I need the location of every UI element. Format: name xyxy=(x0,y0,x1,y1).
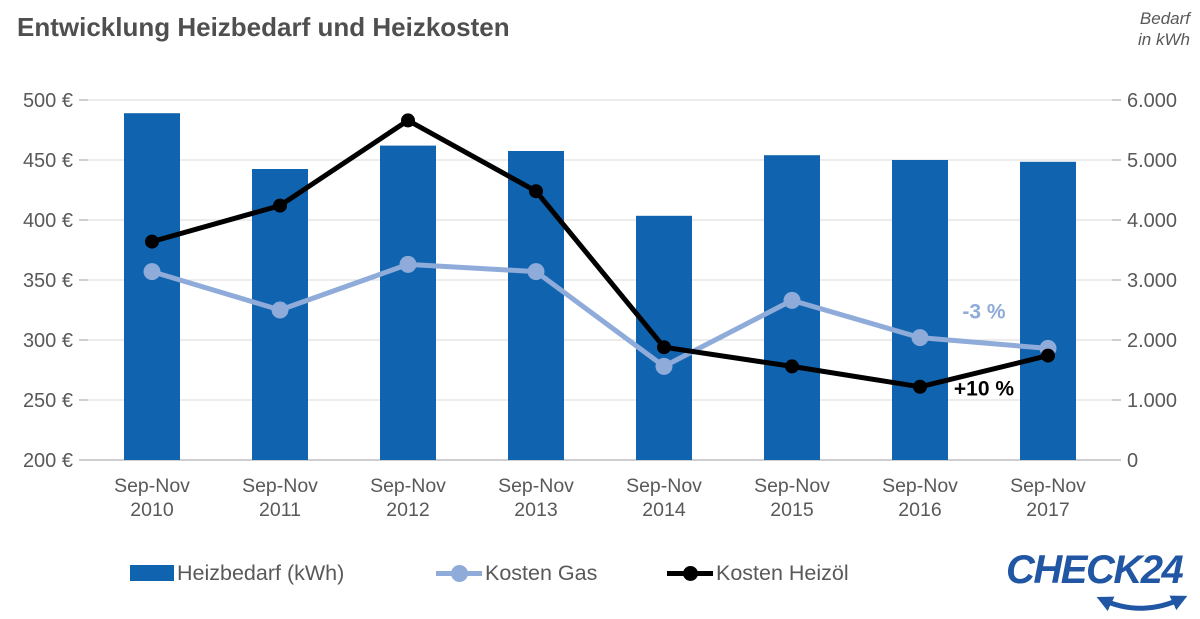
gas-point xyxy=(399,255,417,273)
legend-item-heizoel: Kosten Heizöl xyxy=(667,560,849,586)
gas-point xyxy=(143,263,161,281)
oil-point xyxy=(401,113,415,128)
annotation-label: +10 % xyxy=(954,378,1014,401)
y-right-tick-label: 5.000 xyxy=(1127,150,1177,172)
legend-label-heizoel: Kosten Heizöl xyxy=(716,560,849,585)
y-right-tick-label: 2.000 xyxy=(1127,330,1177,352)
oil-point xyxy=(145,234,159,249)
oil-point xyxy=(657,340,671,355)
gas-line xyxy=(149,261,1051,369)
legend-label-heizbedarf: Heizbedarf (kWh) xyxy=(177,560,345,585)
legend-label-gas: Kosten Gas xyxy=(485,560,598,585)
gas-line-marker-icon xyxy=(436,563,482,583)
gas-line-dot xyxy=(450,564,468,582)
check24-logo-text: CHECK24 xyxy=(1006,548,1184,592)
oil-point xyxy=(1041,348,1055,363)
gas-point xyxy=(655,357,673,375)
heizbedarf-bar xyxy=(636,215,692,460)
oil-line-marker-icon xyxy=(667,563,713,583)
x-tick-label: Sep-Nov 2012 xyxy=(370,475,446,521)
annotation-label: -3 % xyxy=(962,301,1006,324)
y-left-tick-label: 450 € xyxy=(23,150,73,172)
x-tick-label: Sep-Nov 2017 xyxy=(1010,475,1086,521)
oil-point xyxy=(273,198,287,213)
x-tick-label: Sep-Nov 2013 xyxy=(498,475,574,521)
chart-plot-area: 500 € 6.000 450 € 5.000 400 € 4.000 350 € 3.000… xyxy=(23,90,1177,521)
y-left-tick-label: 200 € xyxy=(23,450,73,472)
y-left-tick-label: 350 € xyxy=(23,270,73,292)
y-left-tick-label: 250 € xyxy=(23,390,73,412)
y-right-tick-label: 0 xyxy=(1127,450,1138,472)
x-tick-label: Sep-Nov 2015 xyxy=(754,475,830,521)
y-left-tick-label: 300 € xyxy=(23,330,73,352)
bar-swatch-icon xyxy=(130,565,174,581)
y-right-tick-label: 4.000 xyxy=(1127,210,1177,232)
oil-point xyxy=(913,379,927,394)
x-tick-label: Sep-Nov 2014 xyxy=(626,475,702,521)
oil-point xyxy=(529,184,543,199)
right-axis-title-line2: in kWh xyxy=(1138,30,1190,50)
check24-smile-arrow-icon xyxy=(1096,595,1188,612)
heizbedarf-bar xyxy=(1020,161,1076,461)
right-axis-title: Bedarf in kWh xyxy=(1138,8,1190,51)
oil-point xyxy=(785,359,799,374)
gas-point xyxy=(911,329,929,347)
x-tick-label: Sep-Nov 2016 xyxy=(882,475,958,521)
legend-item-heizbedarf: Heizbedarf (kWh) xyxy=(130,560,344,586)
right-axis-title-line1: Bedarf xyxy=(1139,9,1190,28)
y-right-tick-label: 3.000 xyxy=(1127,270,1177,292)
heizbedarf-bar xyxy=(508,151,564,460)
y-left-tick-label: 500 € xyxy=(23,90,73,112)
legend-item-gas: Kosten Gas xyxy=(436,560,597,586)
oil-line xyxy=(149,117,1051,390)
gas-point xyxy=(783,291,801,309)
gas-point xyxy=(271,301,289,319)
oil-line-dot xyxy=(682,565,698,581)
heizbedarf-bar xyxy=(380,145,436,460)
x-tick-label: Sep-Nov 2010 xyxy=(114,475,190,521)
heizbedarf-bar xyxy=(124,113,180,460)
x-tick-label: Sep-Nov 2011 xyxy=(242,475,318,521)
y-right-tick-label: 1.000 xyxy=(1127,390,1177,412)
heizbedarf-bar xyxy=(892,160,948,460)
check24-logo: CHECK24 xyxy=(1006,550,1196,616)
gas-point xyxy=(527,263,545,281)
y-left-tick-label: 400 € xyxy=(23,210,73,232)
y-right-tick-label: 6.000 xyxy=(1127,90,1177,112)
chart-title: Entwicklung Heizbedarf und Heizkosten xyxy=(17,12,510,42)
